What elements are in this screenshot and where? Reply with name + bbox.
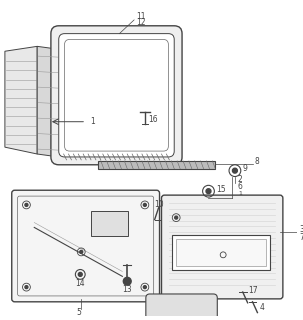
Text: 9: 9 (243, 164, 248, 173)
FancyBboxPatch shape (51, 26, 182, 165)
Text: 8: 8 (255, 157, 259, 166)
Text: 12: 12 (136, 18, 145, 27)
FancyBboxPatch shape (146, 294, 217, 319)
Text: 7: 7 (299, 233, 303, 242)
Text: 1: 1 (90, 117, 95, 126)
Text: 2: 2 (238, 175, 243, 184)
Bar (176, 239, 266, 266)
Text: 15: 15 (216, 185, 226, 194)
Text: 5: 5 (76, 308, 81, 317)
Circle shape (232, 168, 237, 173)
Circle shape (143, 286, 146, 289)
Circle shape (123, 277, 131, 285)
Text: 14: 14 (75, 279, 85, 288)
Circle shape (25, 286, 28, 289)
Text: 3: 3 (299, 225, 303, 234)
Bar (91, 211, 128, 236)
Text: 4: 4 (259, 303, 264, 312)
Polygon shape (5, 46, 37, 154)
Text: 13: 13 (122, 284, 132, 293)
Circle shape (80, 251, 83, 253)
Polygon shape (37, 46, 59, 157)
Text: 16: 16 (148, 115, 158, 124)
Circle shape (78, 272, 82, 276)
Circle shape (175, 216, 178, 219)
Text: 17: 17 (249, 285, 258, 295)
FancyBboxPatch shape (12, 190, 160, 302)
Circle shape (206, 189, 211, 194)
Bar (172, 235, 270, 269)
Text: 6: 6 (238, 182, 243, 191)
Circle shape (143, 204, 146, 206)
Circle shape (25, 204, 28, 206)
Text: 10: 10 (154, 200, 163, 209)
Polygon shape (98, 161, 215, 169)
Text: 1: 1 (238, 191, 242, 196)
FancyBboxPatch shape (65, 39, 168, 151)
Text: 11: 11 (136, 12, 145, 20)
FancyBboxPatch shape (59, 34, 174, 157)
FancyBboxPatch shape (161, 195, 283, 299)
